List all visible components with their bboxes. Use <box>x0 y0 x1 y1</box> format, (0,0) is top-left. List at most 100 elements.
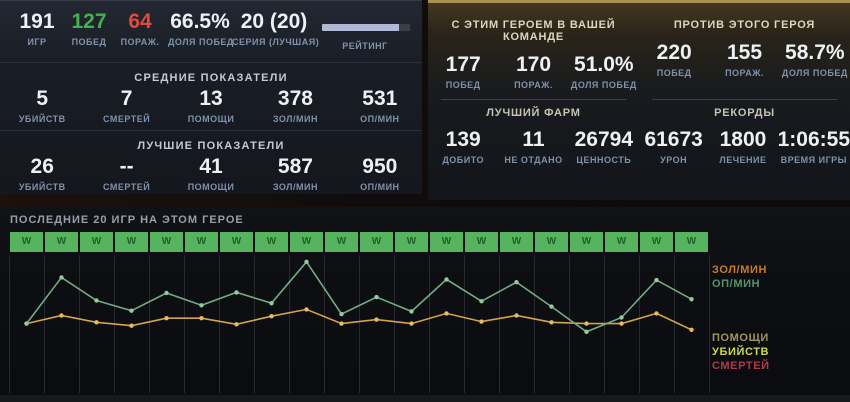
match-result-win[interactable]: W <box>430 232 463 252</box>
stat-item: 41 ПОМОЩИ <box>169 155 253 192</box>
match-result-win[interactable]: W <box>255 232 288 252</box>
records-title: РЕКОРДЫ <box>714 107 775 119</box>
match-result-win[interactable]: W <box>465 232 498 252</box>
recent-games-title: ПОСЛЕДНИЕ 20 ИГР НА ЭТОМ ГЕРОЕ <box>10 214 244 226</box>
match-result-win[interactable]: W <box>640 232 673 252</box>
stat-value: 5 <box>36 87 49 110</box>
chart-point <box>409 309 414 314</box>
legend-item: ОП/МИН <box>712 278 761 290</box>
stat-label: ПОБЕД <box>71 37 107 47</box>
match-result-win[interactable]: W <box>220 232 253 252</box>
rating-label: РЕЙТИНГ <box>342 41 388 51</box>
section-bottom-edge <box>0 395 850 402</box>
match-result-win[interactable]: W <box>360 232 393 252</box>
legend-item: ЗОЛ/МИН <box>712 264 768 276</box>
against-hero-stats: 220 ПОБЕД 155 ПОРАЖ. 58.7% ДОЛЯ ПОБЕД <box>639 41 850 78</box>
overall-stats-row: 191 ИГР 127 ПОБЕД 64 ПОРАЖ. 66.5% ДОЛЯ ПОБЕД 20 … <box>0 1 422 63</box>
match-result-win[interactable]: W <box>395 232 428 252</box>
stat-item: 61673 УРОН <box>639 128 708 165</box>
best-stats-title: ЛУЧШИЕ ПОКАЗАТЕЛИ <box>137 140 285 152</box>
with-hero-title: С ЭТИМ ГЕРОЕМ В ВАШЕЙ КОМАНДЕ <box>451 19 616 43</box>
stat-item: 950 ОП/МИН <box>338 155 422 192</box>
legend-item: СМЕРТЕЙ <box>712 360 770 372</box>
match-result-win[interactable]: W <box>570 232 603 252</box>
performance-chart: ЗОЛ/МИН ОП/МИН ПОМОЩИ УБИЙСТВ СМЕРТЕЙ <box>0 255 850 395</box>
stat-item: 11 НЕ ОТДАНО <box>498 128 568 165</box>
stat-label: ДОЛЯ ПОБЕД <box>168 37 234 47</box>
stat-label: ИГР <box>27 37 47 47</box>
stat-item: 51.0% ДОЛЯ ПОБЕД <box>569 53 639 90</box>
stat-item: 5 УБИЙСТВ <box>0 87 84 124</box>
stat-item: 378 ЗОЛ/МИН <box>253 87 337 124</box>
against-hero-title: ПРОТИВ ЭТОГО ГЕРОЯ <box>673 19 816 31</box>
chart-point <box>619 315 624 320</box>
stat-label: СМЕРТЕЙ <box>102 182 151 192</box>
stat-value: 155 <box>726 41 763 64</box>
stat-label: УБИЙСТВ <box>18 182 66 192</box>
against-hero-section: ПРОТИВ ЭТОГО ГЕРОЯ 220 ПОБЕД 155 ПОРАЖ. 58.7… <box>639 19 850 99</box>
chart-point <box>164 290 169 296</box>
stat-value: 13 <box>199 87 223 110</box>
legend-item: УБИЙСТВ <box>712 346 770 358</box>
stat-value: 66.5% <box>170 10 230 33</box>
chart-line-xpm <box>25 260 692 333</box>
chart-point <box>129 323 134 328</box>
match-result-win[interactable]: W <box>10 232 43 252</box>
stat-item: 20 (20) СЕРИЯ (ЛУЧШАЯ) <box>232 10 319 62</box>
chart-point <box>339 321 344 326</box>
stat-item: 58.7% ДОЛЯ ПОБЕД <box>780 41 850 78</box>
stat-item: 26 УБИЙСТВ <box>0 155 84 192</box>
stat-value: 587 <box>277 155 313 178</box>
chart-point <box>549 320 554 325</box>
chart-point <box>654 277 659 283</box>
match-result-win[interactable]: W <box>675 232 708 252</box>
hero-overall-panel: 191 ИГР 127 ПОБЕД 64 ПОРАЖ. 66.5% ДОЛЯ ПОБЕД 20 … <box>0 0 422 194</box>
match-result-win[interactable]: W <box>185 232 218 252</box>
stat-label: ЗОЛ/МИН <box>272 182 318 192</box>
match-result-win[interactable]: W <box>500 232 533 252</box>
best-stats-section: ЛУЧШИЕ ПОКАЗАТЕЛИ 26 УБИЙСТВ -- СМЕРТЕЙ 41 ПО… <box>0 131 422 194</box>
best-stats-row: 26 УБИЙСТВ -- СМЕРТЕЙ 41 ПОМОЩИ 587 ЗОЛ/МИН 950 О… <box>0 155 422 192</box>
chart-point <box>444 311 449 316</box>
rating-bar-fill <box>322 24 400 31</box>
stat-item: 64 ПОРАЖ. <box>112 10 168 62</box>
match-result-win[interactable]: W <box>535 232 568 252</box>
chart-point <box>269 301 274 306</box>
match-result-win[interactable]: W <box>605 232 638 252</box>
chart-point <box>234 290 239 295</box>
stat-label: УБИЙСТВ <box>18 114 66 124</box>
chart-point <box>59 313 64 318</box>
stat-label: ПОБЕД <box>656 68 692 78</box>
chart-point <box>304 259 309 264</box>
stat-value: 950 <box>362 155 398 178</box>
chart-point <box>514 313 519 318</box>
stat-value: 139 <box>445 128 481 151</box>
match-result-win[interactable]: W <box>45 232 78 252</box>
chart-point <box>409 321 414 326</box>
chart-point <box>689 327 694 332</box>
chart-point <box>94 298 99 303</box>
chart-point <box>199 303 204 308</box>
chart-point <box>689 297 694 302</box>
match-result-win[interactable]: W <box>150 232 183 252</box>
chart-point <box>59 275 64 280</box>
best-farm-title: ЛУЧШИЙ ФАРМ <box>486 107 581 119</box>
stat-value: 41 <box>199 155 223 178</box>
stat-item: 531 ОП/МИН <box>338 87 422 124</box>
chart-point <box>584 321 589 326</box>
chart-point <box>444 277 449 282</box>
stat-item: 127 ПОБЕД <box>66 10 112 62</box>
stat-label: ПОРАЖ. <box>725 68 764 78</box>
stat-label: ЛЕЧЕНИЕ <box>719 155 767 165</box>
match-result-win[interactable]: W <box>80 232 113 252</box>
match-result-win[interactable]: W <box>290 232 323 252</box>
match-result-win[interactable]: W <box>115 232 148 252</box>
match-result-win[interactable]: W <box>325 232 358 252</box>
average-stats-title: СРЕДНИЕ ПОКАЗАТЕЛИ <box>134 72 288 84</box>
stat-item: 170 ПОРАЖ. <box>498 53 568 90</box>
stat-label: ОП/МИН <box>360 182 400 192</box>
stat-item: 587 ЗОЛ/МИН <box>253 155 337 192</box>
stat-value: 177 <box>445 53 481 76</box>
